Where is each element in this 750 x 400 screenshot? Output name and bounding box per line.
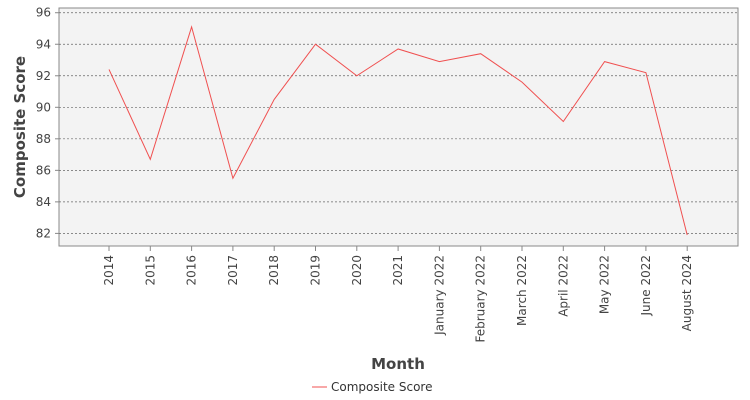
data-point: [603, 60, 605, 62]
x-tick-label: 2018: [267, 255, 281, 286]
data-point: [645, 71, 647, 73]
legend-label: Composite Score: [331, 380, 432, 394]
plot-area: [58, 7, 739, 247]
data-point: [314, 43, 316, 45]
data-point: [480, 53, 482, 55]
y-tick-label: 94: [36, 37, 51, 51]
y-tick-label: 96: [36, 6, 51, 20]
data-point: [149, 158, 151, 160]
y-axis: 82 84 86 88 90 92 94 96: [36, 6, 59, 240]
data-point: [232, 177, 234, 179]
x-axis-title: Month: [371, 355, 425, 373]
x-axis: 2014 2015 2016 2017 2018 2019 2020 2021 January …: [102, 246, 694, 343]
x-tick-label: May 2022: [598, 255, 612, 314]
x-tick-label: April 2022: [556, 255, 570, 317]
x-tick-label: 2016: [185, 255, 199, 286]
y-axis-title: Composite Score: [11, 56, 29, 198]
y-tick-label: 82: [36, 226, 51, 240]
data-point: [562, 120, 564, 122]
data-point: [108, 68, 110, 70]
data-point: [356, 75, 358, 77]
data-point: [521, 81, 523, 83]
data-point: [273, 98, 275, 100]
x-tick-label: 2015: [143, 255, 157, 286]
y-tick-label: 84: [36, 195, 51, 209]
y-tick-label: 92: [36, 69, 51, 83]
series-line: [108, 25, 688, 236]
x-tick-label: June 2022: [639, 255, 653, 317]
data-point: [686, 234, 688, 236]
data-point: [438, 60, 440, 62]
y-tick-label: 90: [36, 100, 51, 114]
x-tick-label: 2019: [309, 255, 323, 286]
data-point: [397, 48, 399, 50]
x-tick-label: 2021: [391, 255, 405, 286]
x-tick-label: February 2022: [474, 255, 488, 343]
x-tick-label: March 2022: [515, 255, 529, 326]
x-tick-label: August 2024: [680, 255, 694, 331]
series-layer: [108, 25, 688, 236]
data-point: [190, 26, 192, 28]
y-tick-label: 86: [36, 163, 51, 177]
legend: Composite Score: [312, 380, 432, 394]
y-tick-label: 88: [36, 132, 51, 146]
x-tick-label: 2017: [226, 255, 240, 286]
x-tick-label: January 2022: [432, 255, 446, 336]
x-tick-label: 2020: [350, 255, 364, 286]
x-tick-label: 2014: [102, 255, 116, 286]
gridlines: [59, 12, 738, 234]
